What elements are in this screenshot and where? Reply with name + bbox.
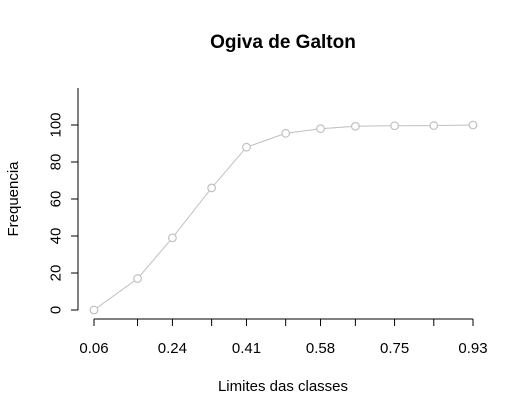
data-point (390, 121, 399, 131)
x-tick-label: 0.58 (306, 340, 335, 357)
series-layer (89, 120, 478, 315)
data-point (89, 305, 99, 315)
y-tick-label: 60 (48, 191, 65, 208)
data-point (133, 274, 142, 283)
y-tick-label: 80 (48, 154, 65, 171)
y-tick-label: 20 (48, 265, 65, 282)
x-tick-label: 0.06 (79, 340, 108, 357)
y-tick-label: 100 (48, 112, 65, 137)
data-point (281, 128, 291, 138)
data-point (168, 233, 177, 243)
x-tick-label: 0.41 (232, 340, 261, 357)
data-point (316, 124, 325, 134)
axes: 0.06 0.24 0.41 0.58 0.75 0.93 0 20 40 60 80 100 (48, 88, 488, 357)
x-tick-label: 0.93 (458, 340, 487, 357)
y-tick-label: 0 (48, 306, 65, 314)
data-point (468, 120, 478, 130)
x-tick-label: 0.75 (380, 340, 409, 357)
series-line (93, 124, 474, 311)
x-tick-label: 0.24 (158, 340, 187, 357)
chart-title: Ogiva de Galton (210, 32, 356, 53)
y-axis-label: Frequencia (5, 161, 22, 237)
data-point (242, 142, 251, 152)
data-point (429, 121, 439, 130)
data-point (207, 183, 217, 193)
y-tick-label: 40 (48, 228, 65, 245)
x-axis-label: Limites das classes (218, 378, 348, 395)
data-point (350, 121, 360, 131)
